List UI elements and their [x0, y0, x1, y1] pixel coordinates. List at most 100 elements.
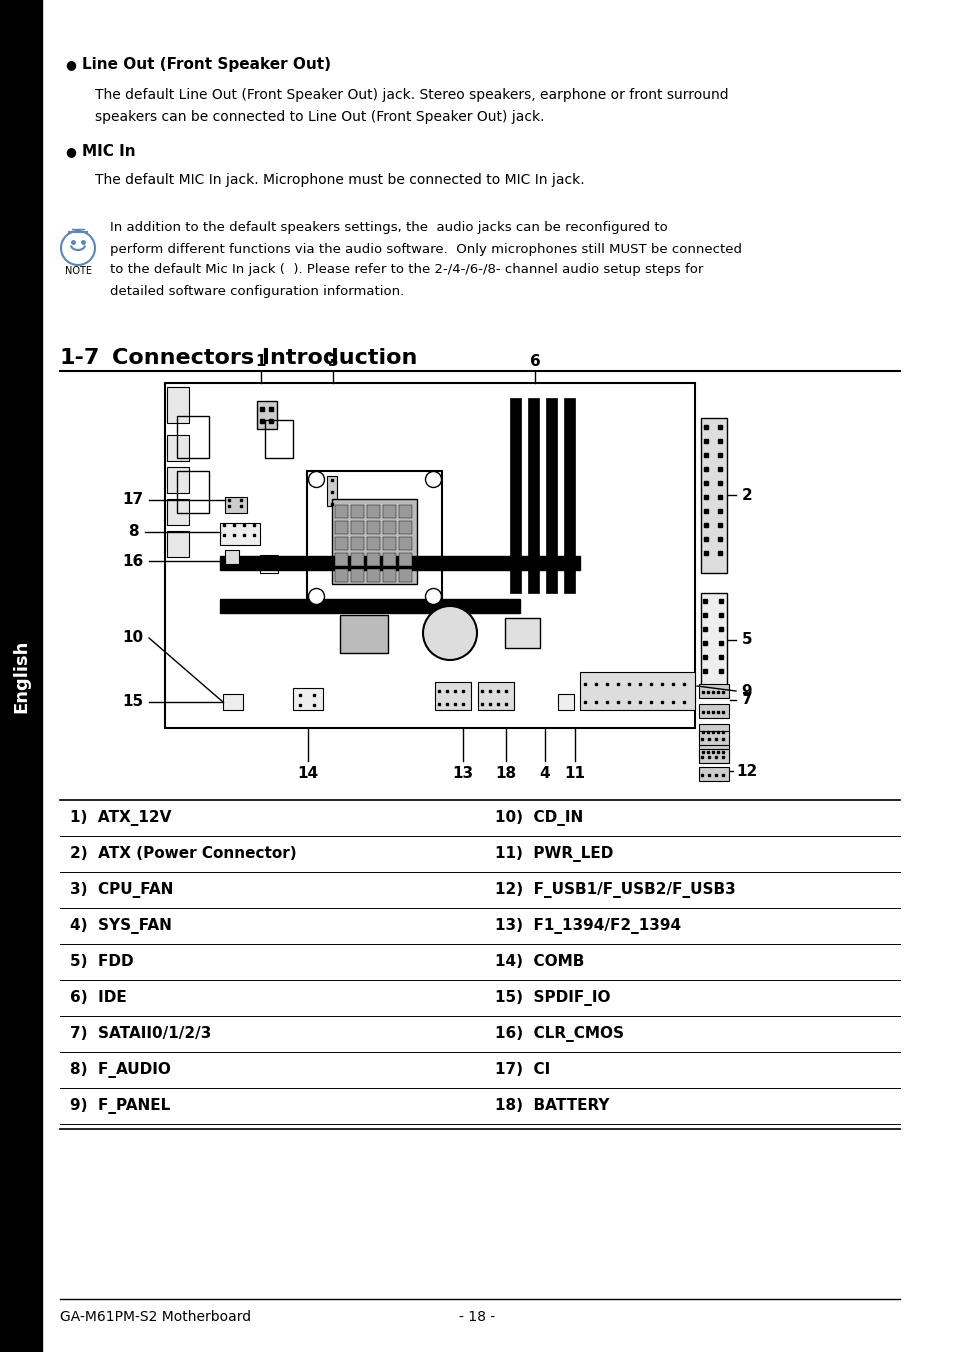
Text: 17: 17: [122, 492, 143, 507]
Text: perform different functions via the audio software.  Only microphones still MUST: perform different functions via the audi…: [110, 242, 741, 256]
Bar: [339, 615, 388, 653]
Bar: [0, 0, 42, 1352]
Text: 15: 15: [122, 695, 143, 710]
Text: 14)  COMB: 14) COMB: [495, 955, 584, 969]
Bar: [383, 568, 396, 581]
Text: to the default Mic In jack (  ). Please refer to the 2-/4-/6-/8- channel audio s: to the default Mic In jack ( ). Please r…: [110, 264, 702, 277]
Bar: [510, 397, 520, 594]
Bar: [167, 387, 189, 423]
Text: 16: 16: [122, 553, 144, 568]
Bar: [265, 420, 293, 458]
Text: 4: 4: [539, 765, 550, 780]
Text: 5)  FDD: 5) FDD: [70, 955, 133, 969]
Text: 7: 7: [740, 692, 752, 707]
Bar: [351, 521, 364, 534]
Bar: [220, 523, 260, 545]
Text: 8: 8: [128, 525, 138, 539]
Text: 1: 1: [255, 353, 266, 369]
Bar: [167, 435, 189, 461]
Bar: [220, 599, 519, 612]
Text: 9: 9: [740, 684, 752, 699]
Text: The default Line Out (Front Speaker Out) jack. Stereo speakers, earphone or fron: The default Line Out (Front Speaker Out)…: [95, 88, 728, 101]
Bar: [367, 568, 380, 581]
Circle shape: [425, 472, 441, 488]
Text: 18: 18: [495, 765, 516, 780]
Text: 9)  F_PANEL: 9) F_PANEL: [70, 1098, 170, 1114]
Text: 6)  IDE: 6) IDE: [70, 991, 127, 1006]
Text: ●: ●: [65, 58, 76, 72]
Text: 11: 11: [564, 765, 585, 780]
Bar: [335, 521, 348, 534]
Bar: [367, 521, 380, 534]
Bar: [351, 553, 364, 565]
Bar: [700, 418, 726, 573]
Bar: [167, 531, 189, 557]
Text: 12: 12: [736, 764, 757, 779]
Text: 10: 10: [122, 630, 143, 645]
Bar: [399, 521, 412, 534]
Text: speakers can be connected to Line Out (Front Speaker Out) jack.: speakers can be connected to Line Out (F…: [95, 110, 544, 124]
Bar: [225, 550, 239, 564]
Text: 16)  CLR_CMOS: 16) CLR_CMOS: [495, 1026, 623, 1042]
Text: The default MIC In jack. Microphone must be connected to MIC In jack.: The default MIC In jack. Microphone must…: [95, 173, 584, 187]
Text: 13)  F1_1394/F2_1394: 13) F1_1394/F2_1394: [495, 918, 680, 934]
Bar: [700, 594, 726, 688]
Bar: [545, 397, 557, 594]
Bar: [351, 568, 364, 581]
Bar: [383, 521, 396, 534]
Text: - 18 -: - 18 -: [458, 1310, 495, 1324]
Bar: [699, 725, 728, 738]
Text: detailed software configuration information.: detailed software configuration informat…: [110, 284, 404, 297]
Bar: [165, 383, 695, 727]
Bar: [293, 688, 323, 710]
Bar: [699, 749, 728, 763]
Bar: [335, 568, 348, 581]
Text: 3: 3: [327, 353, 338, 369]
Text: 1)  ATX_12V: 1) ATX_12V: [70, 810, 172, 826]
Bar: [477, 681, 514, 710]
Text: MIC In: MIC In: [82, 145, 135, 160]
Bar: [527, 397, 538, 594]
Text: 15)  SPDIF_IO: 15) SPDIF_IO: [495, 990, 610, 1006]
Text: 1-7: 1-7: [60, 347, 100, 368]
Bar: [558, 694, 574, 710]
Text: 5: 5: [740, 633, 752, 648]
Text: 11)  PWR_LED: 11) PWR_LED: [495, 846, 613, 863]
Bar: [699, 731, 728, 745]
Bar: [399, 504, 412, 518]
Text: ●: ●: [65, 146, 76, 158]
Bar: [579, 672, 695, 710]
Bar: [256, 402, 276, 429]
Bar: [333, 499, 417, 584]
Text: Connectors Introduction: Connectors Introduction: [112, 347, 417, 368]
Text: 6: 6: [529, 353, 539, 369]
Circle shape: [308, 588, 324, 604]
Circle shape: [422, 606, 476, 660]
Bar: [177, 470, 209, 512]
Bar: [383, 537, 396, 549]
Bar: [220, 556, 579, 571]
Text: 4)  SYS_FAN: 4) SYS_FAN: [70, 918, 172, 934]
Text: 13: 13: [452, 765, 473, 780]
Bar: [383, 553, 396, 565]
Text: 3)  CPU_FAN: 3) CPU_FAN: [70, 882, 173, 898]
Text: 2)  ATX (Power Connector): 2) ATX (Power Connector): [70, 846, 296, 861]
Bar: [563, 397, 575, 594]
Bar: [399, 568, 412, 581]
Bar: [699, 704, 728, 718]
Text: 2: 2: [740, 488, 752, 503]
Bar: [367, 504, 380, 518]
Bar: [351, 537, 364, 549]
Bar: [223, 694, 243, 710]
Bar: [335, 553, 348, 565]
Bar: [399, 537, 412, 549]
Text: GA-M61PM-S2 Motherboard: GA-M61PM-S2 Motherboard: [60, 1310, 251, 1324]
Bar: [327, 476, 336, 506]
Bar: [699, 767, 728, 781]
Bar: [699, 684, 728, 698]
Text: 8)  F_AUDIO: 8) F_AUDIO: [70, 1063, 171, 1078]
Bar: [307, 470, 442, 606]
Text: 14: 14: [297, 765, 318, 780]
Text: 10)  CD_IN: 10) CD_IN: [495, 810, 582, 826]
Bar: [367, 537, 380, 549]
